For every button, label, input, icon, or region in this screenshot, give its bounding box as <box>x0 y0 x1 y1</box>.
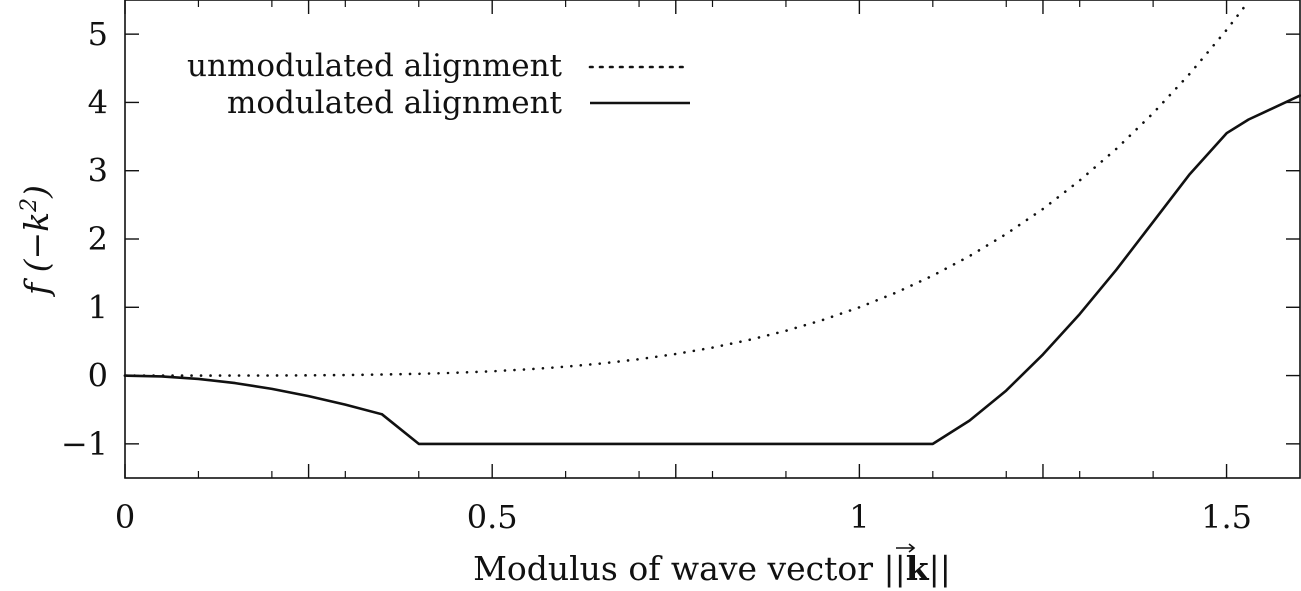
axis-ticks <box>124 0 1300 478</box>
x-tick-label: 0 <box>115 498 135 536</box>
x-tick-label: 1 <box>849 498 869 536</box>
y-tick-label: 5 <box>88 15 108 53</box>
legend-label-modulated: modulated alignment <box>227 85 563 121</box>
legend: unmodulated alignment modulated alignmen… <box>187 48 692 121</box>
x-tick-label: 1.5 <box>1201 498 1252 536</box>
y-tick-label: 0 <box>88 357 108 395</box>
y-axis-title: f (−k2) <box>17 185 56 298</box>
wave-vector-arrow-icon <box>896 543 916 553</box>
y-tick-label: 4 <box>88 83 108 121</box>
series-modulated-line <box>123 94 1301 446</box>
y-tick-label: 2 <box>88 220 108 258</box>
svg-text:f (−k2): f (−k2) <box>17 185 56 298</box>
legend-label-unmodulated: unmodulated alignment <box>187 48 563 84</box>
series-lines <box>123 0 1301 446</box>
series-unmodulated-line <box>123 0 1250 377</box>
y-tick-label: 1 <box>88 288 108 326</box>
y-tick-label: 3 <box>88 152 108 190</box>
y-tick-label: −1 <box>61 425 108 463</box>
x-axis-title: Modulus of wave vector ||k|| <box>473 549 951 588</box>
x-tick-label: 0.5 <box>467 498 518 536</box>
